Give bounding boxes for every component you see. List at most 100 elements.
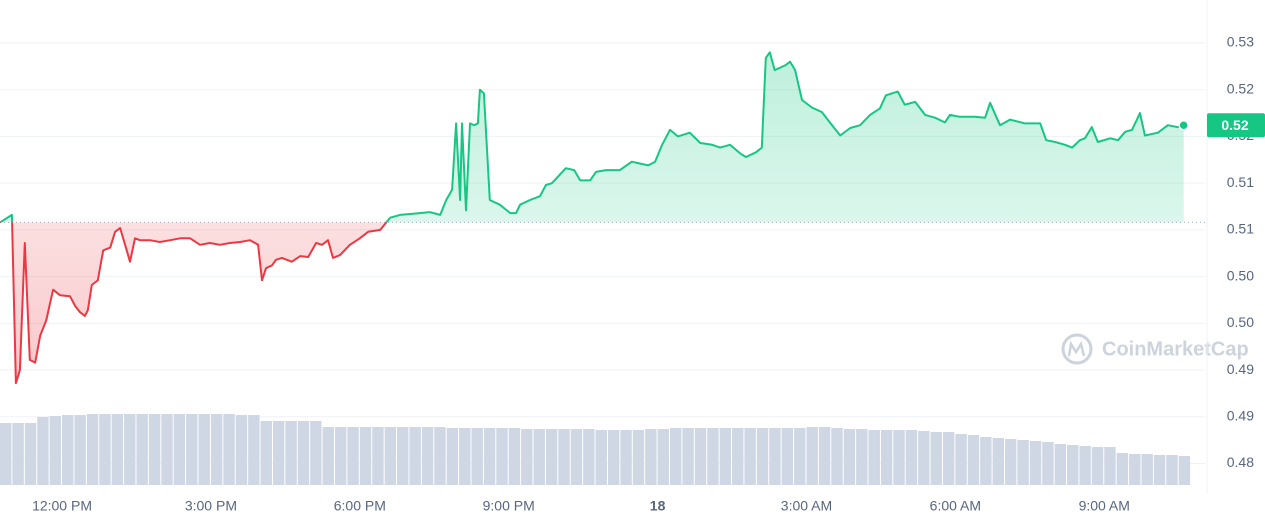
volume-bar	[657, 429, 669, 485]
volume-bar	[1067, 445, 1079, 485]
volume-bar	[12, 423, 24, 485]
volume-bar	[769, 428, 781, 485]
volume-bar	[794, 428, 806, 485]
volume-bar	[1091, 447, 1104, 485]
volume-bar	[148, 414, 161, 485]
volume-bar	[645, 429, 657, 485]
volume	[0, 414, 1191, 485]
volume-bar	[980, 437, 992, 485]
volume-bar	[1029, 441, 1042, 485]
volume-bar	[248, 415, 260, 485]
volume-bar	[223, 414, 235, 485]
volume-bar	[1116, 453, 1129, 485]
volume-bar	[1129, 454, 1141, 485]
volume-bar	[818, 427, 831, 485]
watermark: CoinMarketCap	[1061, 333, 1249, 365]
volume-bar	[868, 430, 880, 485]
volume-bar	[0, 423, 12, 485]
volume-bar	[496, 428, 508, 485]
volume-bar	[1153, 455, 1166, 485]
volume-bar	[397, 427, 409, 485]
volume-bar	[632, 430, 645, 485]
volume-bar	[583, 429, 595, 485]
y-tick-label: 0.48	[1227, 454, 1254, 470]
volume-bar	[62, 415, 74, 485]
volume-bar	[533, 429, 545, 485]
volume-bar	[955, 434, 967, 485]
volume-bar	[856, 429, 868, 485]
volume-bar	[161, 414, 173, 485]
volume-bar	[434, 427, 446, 485]
volume-bar	[471, 428, 483, 485]
volume-bar	[521, 429, 533, 485]
volume-bar	[347, 427, 359, 485]
volume-bar	[607, 430, 620, 485]
price-badge-label: 0.52	[1221, 117, 1248, 133]
volume-bar	[1079, 446, 1091, 485]
volume-bar	[694, 428, 707, 485]
volume-bar	[24, 423, 37, 485]
volume-bar	[421, 427, 434, 485]
volume-bar	[459, 428, 471, 485]
volume-bar	[235, 415, 248, 485]
volume-bar	[86, 414, 99, 485]
area-down	[12, 222, 387, 384]
volume-bar	[732, 428, 744, 485]
volume-bar	[310, 421, 322, 485]
volume-bar	[49, 416, 62, 485]
volume-bar	[905, 430, 918, 485]
volume-bar	[570, 429, 583, 485]
volume-bar	[831, 428, 843, 485]
volume-bar	[372, 427, 384, 485]
volume-bar	[210, 414, 223, 485]
volume-bar	[545, 429, 558, 485]
area-up	[0, 52, 1184, 223]
volume-bar	[124, 414, 136, 485]
volume-bar	[111, 414, 124, 485]
x-tick-label: 3:00 AM	[781, 498, 832, 514]
volume-bar	[806, 427, 818, 485]
volume-bar	[930, 432, 942, 485]
price-badge	[1207, 113, 1265, 138]
volume-bar	[558, 429, 570, 485]
volume-bar	[334, 427, 347, 485]
y-tick-label: 0.50	[1227, 314, 1254, 330]
y-tick-label: 0.49	[1227, 361, 1254, 377]
volume-bar	[992, 438, 1004, 485]
volume-bar	[942, 432, 955, 485]
x-tick-label: 6:00 PM	[334, 498, 386, 514]
volume-bar	[198, 414, 210, 485]
volume-bar	[508, 428, 521, 485]
watermark-text: CoinMarketCap	[1102, 338, 1249, 360]
price-line-up	[0, 51, 1185, 223]
volume-bar	[620, 430, 632, 485]
volume-bar	[260, 421, 272, 485]
y-tick-label: 0.51	[1227, 174, 1254, 190]
price-line-down	[0, 222, 388, 385]
volume-bar	[272, 421, 285, 485]
volume-bar	[719, 428, 732, 485]
x-tick-label: 3:00 PM	[185, 498, 237, 514]
x-tick-label: 6:00 AM	[930, 498, 981, 514]
volume-bar	[893, 430, 905, 485]
volume-bar	[1178, 456, 1191, 485]
x-tick-label: 12:00 PM	[32, 498, 92, 514]
volume-bar	[1042, 442, 1054, 485]
volume-bar	[359, 427, 372, 485]
volume-bar	[843, 429, 856, 485]
volume-bar	[781, 428, 794, 485]
volume-bar	[409, 427, 421, 485]
volume-bar	[136, 414, 148, 485]
plot	[0, 51, 1205, 385]
volume-bar	[74, 415, 86, 485]
volume-bar	[880, 430, 893, 485]
volume-bar	[285, 421, 297, 485]
y-tick-label: 0.51	[1227, 221, 1254, 237]
y-tick-label: 0.52	[1227, 80, 1254, 96]
volume-bar	[173, 414, 186, 485]
volume-bar	[918, 431, 930, 485]
volume-bar	[707, 428, 719, 485]
last-point	[1178, 119, 1189, 131]
